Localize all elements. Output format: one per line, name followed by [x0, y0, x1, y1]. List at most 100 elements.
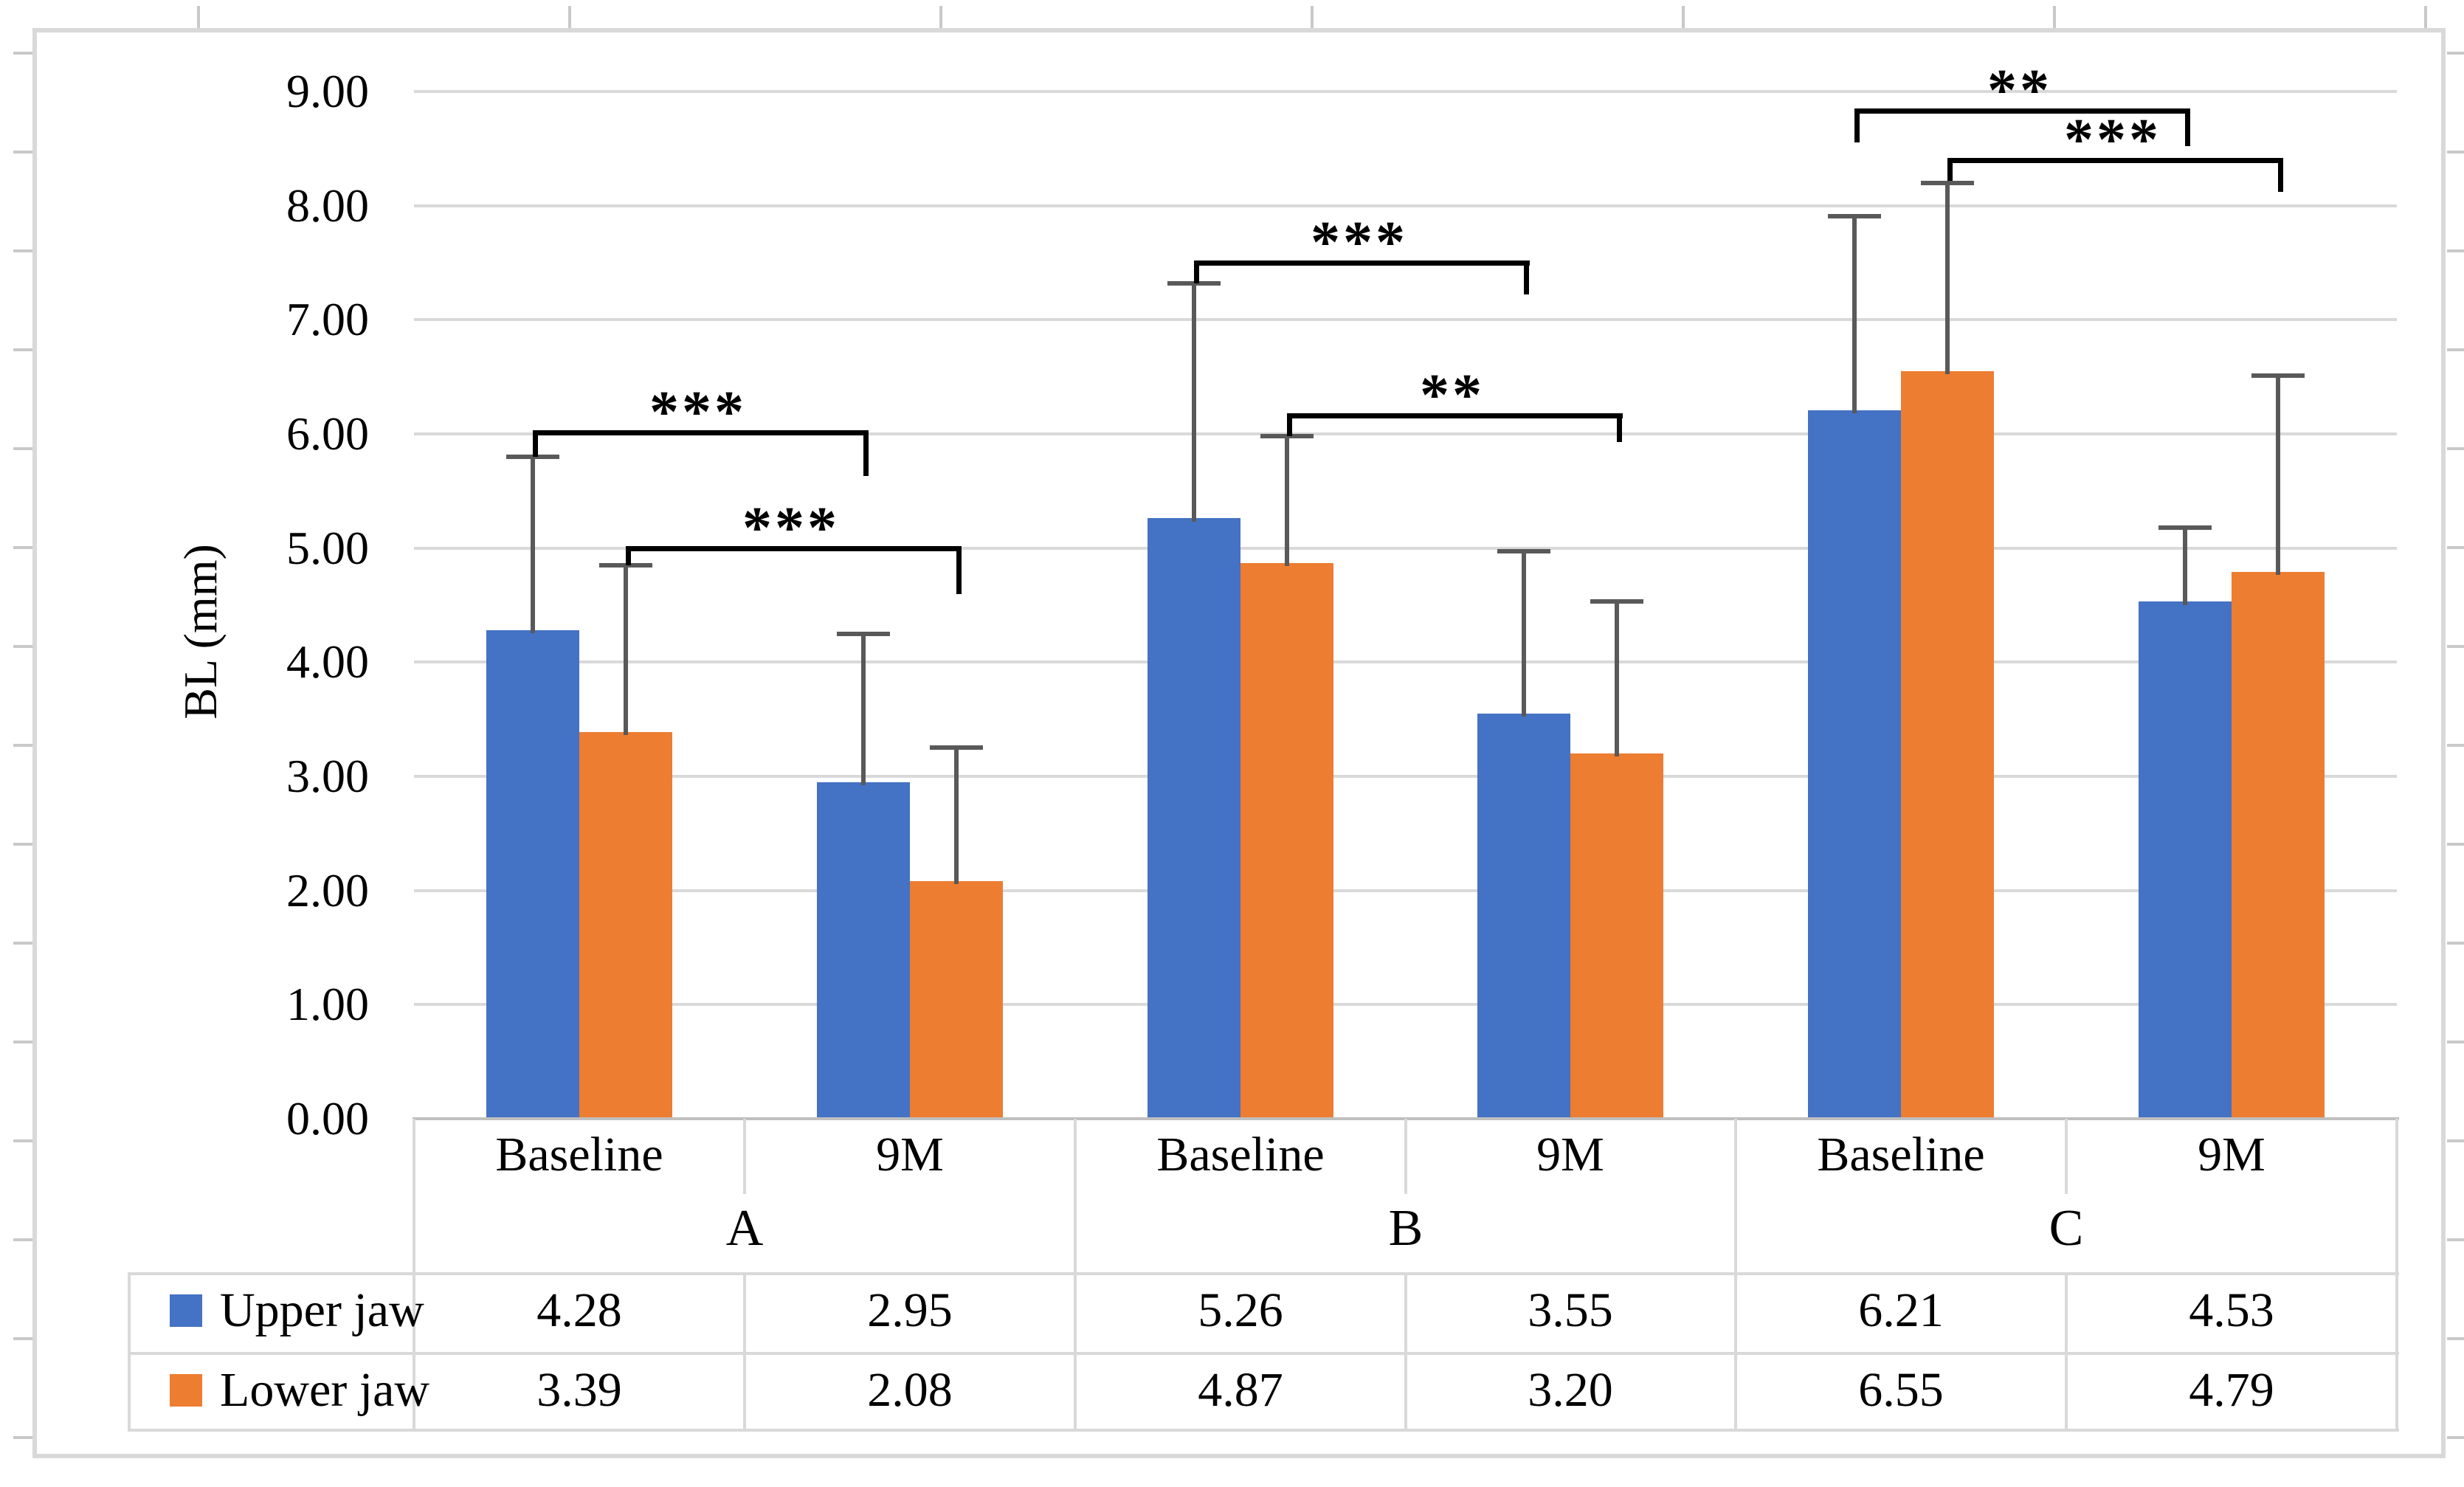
bar-upper-jaw-a-baseline: [486, 630, 579, 1119]
bar-lower-jaw-c-baseline: [1901, 371, 1994, 1119]
error-bar-cap-upper-jaw-c-9m: [2158, 525, 2212, 530]
y-axis-title: BL (mm): [174, 544, 227, 720]
table-border-horizontal: [128, 1272, 2399, 1275]
ruler-tick-icon: [2447, 348, 2464, 351]
significance-bracket-b-lower-jaw: [1287, 413, 1623, 418]
error-bar-lower-jaw-c-baseline: [1945, 183, 1950, 374]
error-bar-cap-upper-jaw-b-9m: [1497, 549, 1550, 553]
error-bar-lower-jaw-b-9m: [1615, 601, 1619, 756]
ruler-tick-icon: [13, 1139, 32, 1142]
error-bar-upper-jaw-c-baseline: [1852, 216, 1857, 413]
table-cell-upper-jaw-c-baseline: 6.21: [1858, 1283, 1944, 1337]
table-border-timepoint: [2065, 1119, 2068, 1194]
table-border-timepoint: [743, 1119, 746, 1194]
table-cell-upper-jaw-b-9m: 3.55: [1528, 1283, 1613, 1337]
bar-upper-jaw-b-baseline: [1148, 518, 1240, 1119]
error-bar-lower-jaw-c-9m: [2276, 376, 2280, 575]
error-bar-cap-upper-jaw-b-baseline: [1167, 281, 1221, 286]
table-cell-lower-jaw-c-9m: 4.79: [2189, 1363, 2274, 1417]
y-axis-tick-label: 4.00: [286, 635, 369, 688]
significance-bracket-b-upper-jaw: [1194, 261, 1530, 266]
table-cell-lower-jaw-c-baseline: 6.55: [1858, 1363, 1944, 1417]
ruler-tick-icon: [13, 645, 32, 648]
bar-upper-jaw-c-9m: [2139, 601, 2232, 1119]
error-bar-lower-jaw-b-baseline: [1285, 436, 1289, 566]
table-border-timepoint: [1404, 1119, 1407, 1194]
error-bar-cap-lower-jaw-a-baseline: [599, 563, 652, 567]
significance-bracket-a-upper-jaw: [533, 430, 869, 435]
ruler-tick-icon: [2053, 6, 2056, 28]
table-cell-lower-jaw-b-baseline: 4.87: [1198, 1363, 1283, 1417]
ruler-tick-icon: [939, 6, 942, 28]
ruler-tick-icon: [2447, 52, 2464, 55]
gridline: [414, 204, 2397, 207]
table-cell-upper-jaw-a-baseline: 4.28: [536, 1283, 622, 1337]
ruler-tick-icon: [13, 1337, 32, 1340]
ruler-tick-icon: [13, 249, 32, 252]
table-header-baseline-a: Baseline: [495, 1128, 663, 1181]
ruler-tick-icon: [13, 1436, 32, 1439]
error-bar-cap-lower-jaw-a-9m: [930, 745, 983, 750]
error-bar-upper-jaw-b-baseline: [1192, 283, 1196, 522]
ruler-tick-icon: [13, 348, 32, 351]
table-border-horizontal: [128, 1429, 2399, 1432]
error-bar-cap-upper-jaw-a-9m: [837, 632, 890, 636]
error-bar-upper-jaw-c-9m: [2183, 528, 2187, 605]
y-axis-tick-label: 6.00: [286, 407, 369, 460]
ruler-tick-icon: [2447, 1238, 2464, 1241]
table-group-b: B: [1388, 1200, 1423, 1257]
error-bar-cap-lower-jaw-c-baseline: [1921, 181, 1974, 185]
legend-key-upper-jaw-icon: [170, 1294, 202, 1327]
table-group-a: A: [725, 1200, 764, 1257]
significance-bracket-b-lower-jaw-left-tick: [1287, 413, 1292, 436]
ruler-tick-icon: [13, 1238, 32, 1241]
ruler-tick-icon: [13, 843, 32, 846]
error-bar-cap-lower-jaw-b-9m: [1590, 599, 1643, 604]
significance-bracket-b-upper-jaw-right-tick: [1524, 261, 1529, 294]
error-bar-cap-lower-jaw-b-baseline: [1260, 434, 1314, 438]
ruler-tick-icon: [2447, 843, 2464, 846]
significance-bracket-c-lower-jaw: [1947, 158, 2283, 163]
bar-upper-jaw-b-9m: [1477, 714, 1570, 1119]
gridline: [414, 432, 2397, 435]
legend-key-lower-jaw-icon: [170, 1374, 202, 1407]
significance-bracket-b-lower-jaw-right-tick: [1617, 413, 1622, 442]
table-header-9m-a: 9M: [876, 1128, 944, 1181]
ruler-tick-icon: [13, 546, 32, 549]
gridline: [414, 547, 2397, 550]
ruler-tick-icon: [2424, 6, 2427, 28]
y-axis-tick-label: 0.00: [286, 1092, 369, 1145]
bar-lower-jaw-b-baseline: [1240, 563, 1333, 1119]
significance-bracket-a-upper-jaw-right-tick: [863, 430, 869, 476]
ruler-tick-icon: [197, 6, 200, 28]
ruler-tick-icon: [2447, 744, 2464, 747]
significance-bracket-c-upper-jaw-left-tick: [1854, 108, 1860, 142]
error-bar-upper-jaw-a-baseline: [531, 457, 535, 633]
ruler-tick-icon: [2447, 151, 2464, 153]
significance-bracket-c-upper-jaw: [1854, 108, 2190, 114]
y-axis-tick-label: 1.00: [286, 978, 369, 1030]
table-border-group: [413, 1119, 415, 1432]
significance-bracket-b-upper-jaw-left-tick: [1194, 261, 1199, 283]
error-bar-cap-upper-jaw-a-baseline: [506, 455, 559, 459]
bar-upper-jaw-c-baseline: [1808, 410, 1901, 1119]
y-axis-tick-label: 5.00: [286, 522, 369, 574]
ruler-tick-icon: [2447, 942, 2464, 945]
bar-lower-jaw-a-9m: [910, 881, 1003, 1119]
y-axis-tick-label: 7.00: [286, 293, 369, 345]
figure-frame: [32, 28, 2446, 1458]
table-cell-upper-jaw-a-9m: 2.95: [867, 1283, 953, 1337]
error-bar-lower-jaw-a-9m: [954, 748, 959, 884]
bar-lower-jaw-c-9m: [2232, 572, 2325, 1119]
gridline: [414, 1003, 2397, 1006]
table-header-baseline-c: Baseline: [1817, 1128, 1985, 1181]
table-cell-upper-jaw-b-baseline: 5.26: [1198, 1283, 1283, 1337]
significance-stars-a-lower-jaw: ***: [742, 496, 840, 561]
y-axis-tick-label: 2.00: [286, 864, 369, 917]
ruler-tick-icon: [2447, 447, 2464, 450]
bar-lower-jaw-a-baseline: [579, 732, 672, 1119]
table-border-timepoint: [1404, 1272, 1407, 1432]
table-header-9m-c: 9M: [2198, 1128, 2265, 1181]
y-axis-tick-label: 8.00: [286, 179, 369, 232]
error-bar-upper-jaw-a-9m: [861, 634, 866, 785]
